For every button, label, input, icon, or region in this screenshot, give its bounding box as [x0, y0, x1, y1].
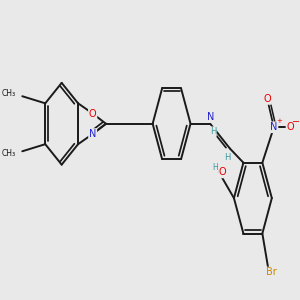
Text: O: O: [263, 94, 271, 104]
Text: N: N: [89, 129, 96, 139]
Text: H: H: [210, 127, 216, 136]
Text: O: O: [89, 109, 97, 118]
Text: N: N: [206, 112, 214, 122]
Text: N: N: [270, 122, 278, 132]
Text: Br: Br: [266, 268, 277, 278]
Text: +: +: [276, 118, 282, 124]
Text: H: H: [224, 153, 230, 162]
Text: O: O: [219, 167, 226, 177]
Text: O: O: [286, 122, 294, 132]
Text: −: −: [292, 117, 300, 127]
Text: CH₃: CH₃: [2, 89, 16, 98]
Text: CH₃: CH₃: [2, 149, 16, 158]
Text: H: H: [212, 163, 218, 172]
